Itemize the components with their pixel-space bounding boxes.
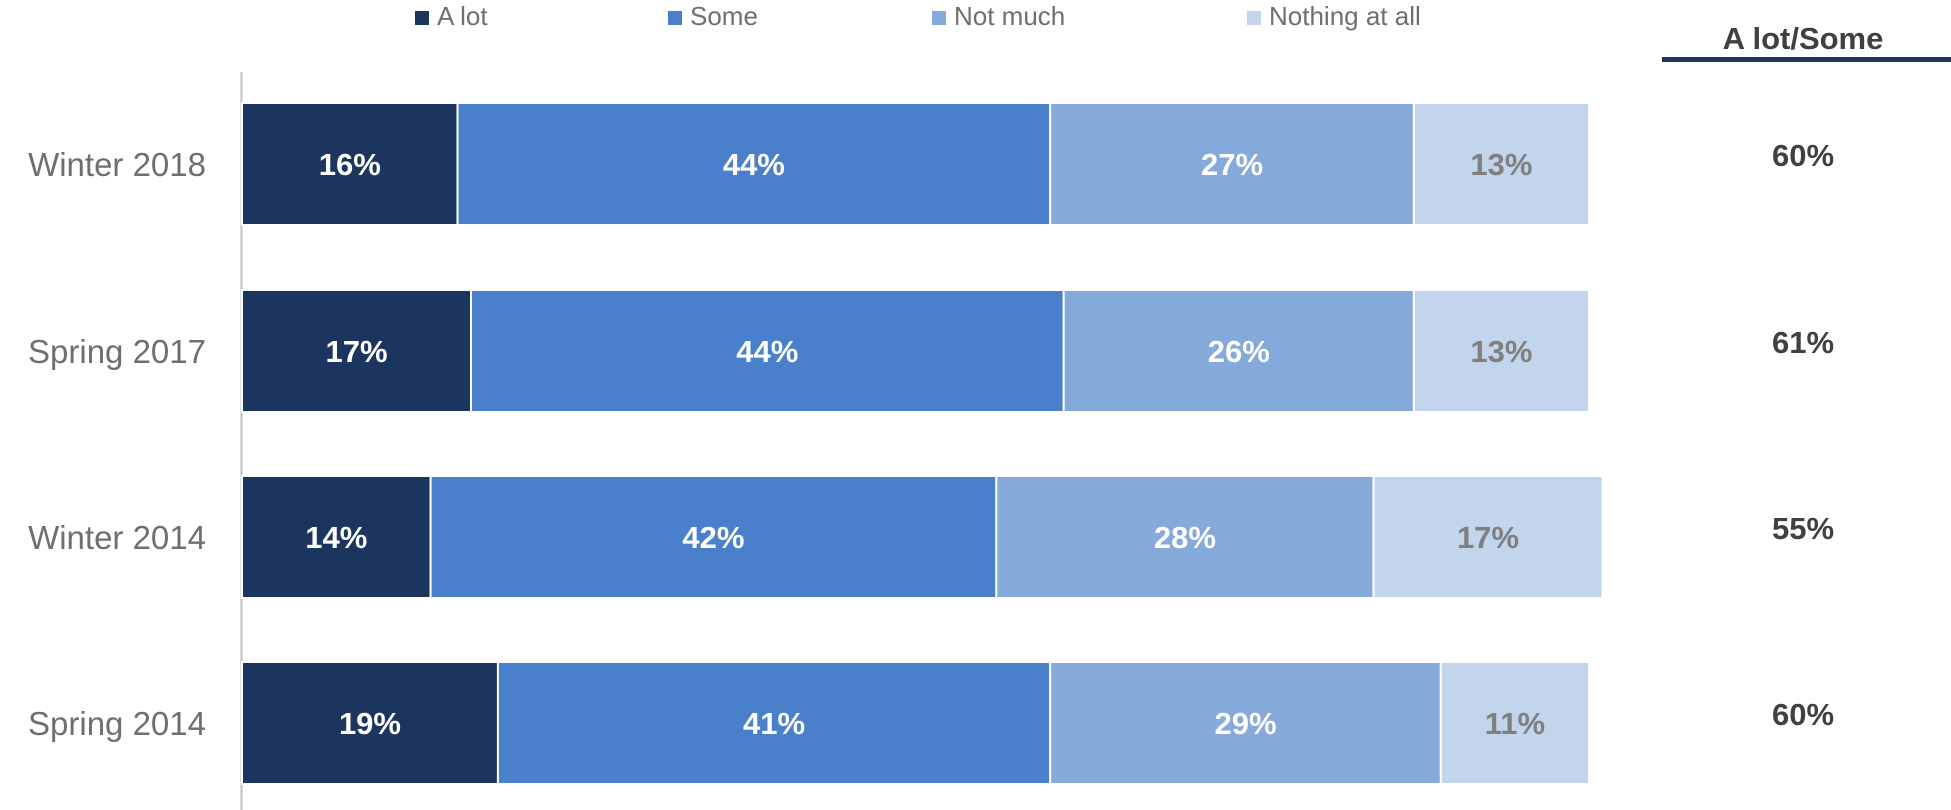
bar-segment-not-much [1049, 661, 1442, 785]
bar-segment-nothing-at-all [1412, 102, 1591, 226]
bar-segment-not-much [995, 475, 1375, 599]
data-label-not-much: 29% [1214, 706, 1276, 741]
data-label-not-much: 28% [1154, 520, 1216, 555]
bar-row-spring-2014: 19% 41% 29% 11% [241, 661, 1590, 785]
category-axis: Winter 2018 Spring 2017 Winter 2014 Spring … [28, 72, 243, 810]
data-label-some: 42% [682, 520, 744, 555]
data-label-a-lot: 17% [325, 334, 387, 369]
legend-swatch-nothing-at-all [1247, 11, 1261, 25]
summary-value: 60% [1772, 697, 1834, 732]
legend-label-some: Some [690, 1, 758, 31]
data-label-not-much: 27% [1201, 147, 1263, 182]
legend-label-a-lot: A lot [437, 1, 488, 31]
data-label-a-lot: 16% [319, 147, 381, 182]
legend-label-nothing-at-all: Nothing at all [1269, 1, 1421, 31]
data-label-some: 41% [743, 706, 805, 741]
data-label-nothing-at-all: 13% [1470, 334, 1532, 369]
bar-segment-nothing-at-all [1439, 661, 1590, 785]
bar-segment-a-lot [241, 475, 432, 599]
data-label-some: 44% [723, 147, 785, 182]
summary-header: A lot/Some [1723, 21, 1884, 56]
bar-segment-nothing-at-all [1372, 475, 1604, 599]
category-label-winter-2014: Winter 2014 [28, 519, 206, 556]
bar-segment-a-lot [241, 661, 499, 785]
legend: A lot Some Not much Nothing at all [415, 1, 1421, 31]
category-label-spring-2014: Spring 2014 [28, 705, 206, 742]
legend-swatch-a-lot [415, 11, 429, 25]
data-label-nothing-at-all: 17% [1457, 520, 1519, 555]
summary-value: 60% [1772, 138, 1834, 173]
data-label-nothing-at-all: 11% [1485, 706, 1545, 741]
summary-value: 55% [1772, 511, 1834, 546]
bar-segment-some [429, 475, 998, 599]
summary-value: 61% [1772, 325, 1834, 360]
summary-column: A lot/Some 60% 61% 55% 60% [1662, 21, 1951, 732]
data-label-some: 44% [736, 334, 798, 369]
bar-row-winter-2014: 14% 42% 28% 17% [241, 475, 1604, 599]
data-label-nothing-at-all: 13% [1470, 147, 1532, 182]
bar-segment-not-much [1049, 102, 1415, 226]
summary-header-rule [1662, 57, 1951, 62]
bars: 16% 44% 27% 13% 17% 44% 26% 13% 14% 42% 28% 17% 19% 4… [241, 102, 1604, 785]
data-label-a-lot: 19% [339, 706, 401, 741]
legend-swatch-not-much [932, 11, 946, 25]
bar-row-winter-2018: 16% 44% 27% 13% [241, 102, 1591, 226]
legend-label-not-much: Not much [954, 1, 1065, 31]
category-label-winter-2018: Winter 2018 [28, 146, 206, 183]
category-label-spring-2017: Spring 2017 [28, 333, 206, 370]
bar-segment-nothing-at-all [1412, 289, 1591, 413]
data-label-a-lot: 14% [305, 520, 367, 555]
bar-segment-some [496, 661, 1052, 785]
bar-segment-some [456, 102, 1052, 226]
data-label-not-much: 26% [1208, 334, 1270, 369]
legend-swatch-some [668, 11, 682, 25]
bar-row-spring-2017: 17% 44% 26% 13% [241, 289, 1591, 413]
bar-segment-some [469, 289, 1065, 413]
bar-segment-a-lot [241, 102, 459, 226]
